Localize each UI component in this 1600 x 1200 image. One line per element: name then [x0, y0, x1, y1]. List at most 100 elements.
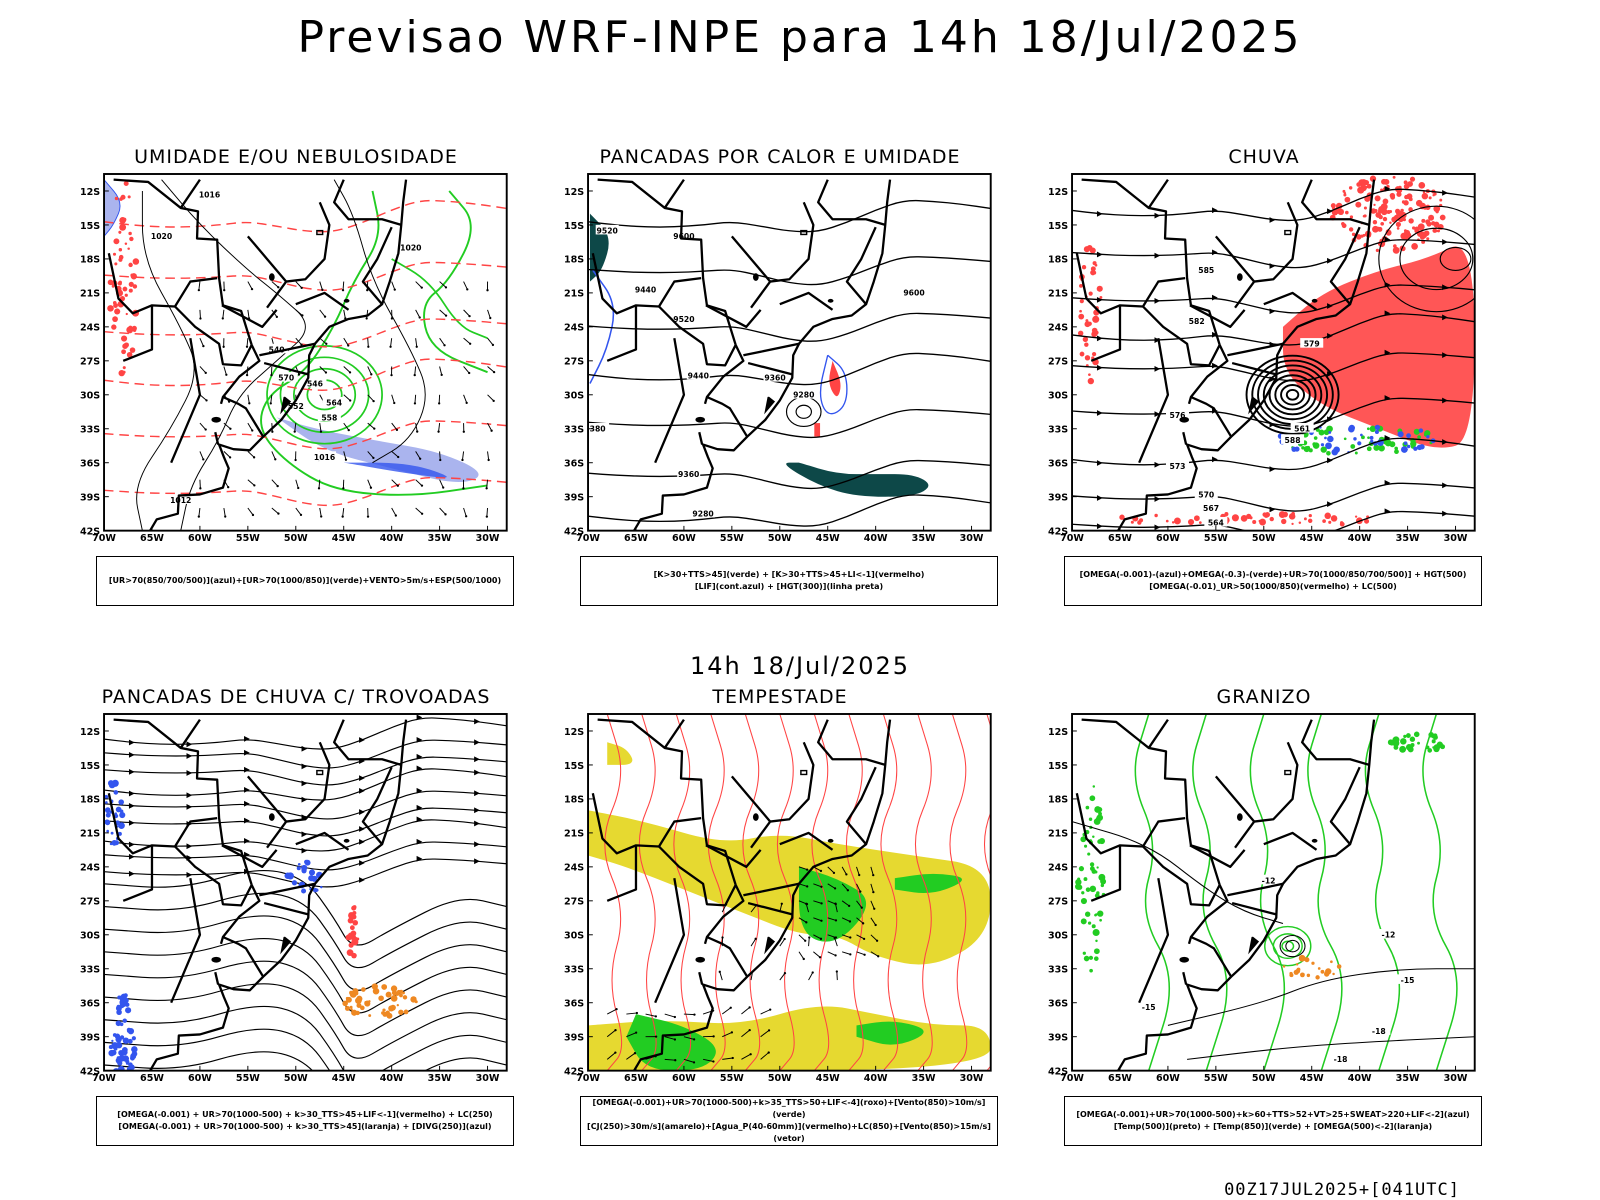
lat-tick-label: 30S	[1048, 391, 1068, 402]
lon-tick-label: 30W	[476, 533, 500, 544]
lon-tick-label: 45W	[1300, 1073, 1324, 1084]
lat-tick-label: 15S	[80, 761, 100, 772]
contour-label: 540	[269, 345, 285, 354]
panel-title: PANCADAS POR CALOR E UMIDADE	[599, 146, 961, 168]
lat-tick-label: 36S	[564, 459, 584, 470]
lon-tick-label: 60W	[188, 1073, 212, 1084]
lat-tick-label: 42S	[80, 526, 100, 537]
lon-tick-label: 40W	[1348, 1073, 1372, 1084]
map-panel-tempestade: TEMPESTADE 12S 15S 18S 21S 24S 27S 30S 33S 36S 39S…	[550, 686, 1010, 1166]
lat-tick-label: 18S	[564, 255, 584, 266]
legend-line: [OMEGA(-0.001)+UR>70(1000-500)+k>60+TTS>…	[1076, 1110, 1470, 1119]
lat-tick-label: 30S	[80, 931, 100, 942]
lon-tick-label: 60W	[1156, 533, 1180, 544]
lon-tick-label: 65W	[624, 1073, 648, 1084]
contour-label: 1020	[400, 243, 421, 252]
legend-line: [OMEGA(-0.001) + UR>70(1000-500) + k>30_…	[117, 1110, 493, 1119]
lat-tick-label: 27S	[564, 357, 584, 368]
lon-tick-label: 50W	[284, 1073, 308, 1084]
lon-tick-label: 65W	[140, 1073, 164, 1084]
contour-label: 570	[1198, 490, 1214, 499]
contour-label: 1020	[151, 232, 172, 241]
lat-tick-label: 36S	[80, 459, 100, 470]
map-pancadas-calor: 9520 9600 9440 9520 9600 9440 9360 9280 9360 9280…	[564, 173, 992, 544]
lat-tick-label: 42S	[564, 1066, 584, 1077]
lat-tick-label: 18S	[80, 255, 100, 266]
map-chuva: 585 582 579 576 573 570 567 564 561 588 12S 15S 18S 2…	[1048, 173, 1476, 544]
lat-tick-label: 15S	[80, 221, 100, 232]
legend-line: [OMEGA(-0.001)+UR>70(1000-500)+k>35_TTS>…	[592, 1098, 986, 1119]
lon-tick-label: 50W	[284, 533, 308, 544]
map-panel-chuva: CHUVA 585 582 579 576 573 570 567 564 561 588 12S 15…	[1034, 146, 1494, 626]
lon-tick-label: 70W	[92, 1073, 116, 1084]
lon-tick-label: 50W	[1252, 1073, 1276, 1084]
lon-tick-label: 55W	[1204, 1073, 1228, 1084]
contour-label: 576	[1170, 411, 1186, 420]
panel-legend-box: [OMEGA(-0.001)-(azul)+OMEGA(-0.3)-(verde…	[1064, 556, 1482, 606]
legend-line: [UR>70(850/700/500)](azul)+[UR>70(1000/8…	[108, 576, 502, 585]
lon-tick-label: 30W	[476, 1073, 500, 1084]
map-panel-umidade: UMIDADE E/OU NEBULOSIDADE 1016 1020 1016 101…	[66, 146, 526, 626]
contour-label: -15	[1142, 1003, 1156, 1012]
lat-tick-label: 39S	[1048, 1033, 1068, 1044]
lon-tick-label: 35W	[1396, 1073, 1420, 1084]
panel-legend-box: [OMEGA(-0.001)+UR>70(1000-500)+k>60+TTS>…	[1064, 1096, 1482, 1146]
contour-label: 567	[1203, 504, 1219, 513]
lat-tick-label: 12S	[564, 727, 584, 738]
map-granizo: -12 -12 -15 -15 -18 -18 12S 15S 18S 21S 24S 27S 30S 3…	[1048, 713, 1476, 1084]
contour-label: -18	[1372, 1027, 1386, 1036]
contour-label: 380	[590, 425, 606, 434]
map-panel-pancadas-calor: PANCADAS POR CALOR E UMIDADE 9520 9600 9440…	[550, 146, 1010, 626]
lat-tick-label: 30S	[564, 391, 584, 402]
lon-tick-label: 35W	[428, 1073, 452, 1084]
contour-label: 9360	[764, 374, 785, 383]
lon-tick-label: 40W	[864, 533, 888, 544]
lon-tick-label: 55W	[236, 533, 260, 544]
map-frame	[1071, 713, 1476, 1072]
lat-tick-label: 15S	[564, 761, 584, 772]
panel-legend-box: [OMEGA(-0.001) + UR>70(1000-500) + k>30_…	[96, 1096, 514, 1146]
lon-tick-label: 30W	[1444, 533, 1468, 544]
lon-tick-label: 65W	[140, 533, 164, 544]
contour-label: 9600	[903, 289, 924, 298]
legend-line: [OMEGA(-0.001) + UR>70(1000-500) + k>30_…	[118, 1122, 492, 1131]
lon-tick-label: 45W	[332, 533, 356, 544]
run-timestamp: 00Z17JUL2025+[041UTC]	[1224, 1180, 1460, 1200]
legend-line: [CJ(250)>30m/s](amarelo)+[Agua_P(40-60mm…	[587, 1122, 991, 1143]
lon-tick-label: 40W	[864, 1073, 888, 1084]
lon-tick-label: 35W	[428, 533, 452, 544]
map-panel-trovoadas: PANCADAS DE CHUVA C/ TROVOADAS 12S 15S 18S 2…	[66, 686, 526, 1166]
contour-label: 564	[1208, 519, 1224, 528]
contour-label: 552	[288, 402, 304, 411]
lat-tick-label: 42S	[564, 526, 584, 537]
map-frame	[587, 713, 992, 1072]
lat-tick-label: 24S	[1048, 863, 1068, 874]
lat-tick-label: 12S	[1048, 727, 1068, 738]
lat-tick-label: 15S	[564, 221, 584, 232]
contour-label: 1016	[199, 190, 220, 199]
lon-tick-label: 30W	[1444, 1073, 1468, 1084]
contour-label: 9440	[688, 371, 709, 380]
lon-tick-label: 70W	[1060, 533, 1084, 544]
lat-tick-label: 21S	[564, 289, 584, 300]
lat-tick-label: 12S	[80, 187, 100, 198]
lat-tick-label: 39S	[80, 1033, 100, 1044]
map-frame	[103, 713, 508, 1072]
lat-tick-label: 36S	[1048, 999, 1068, 1010]
lon-tick-label: 50W	[768, 1073, 792, 1084]
lat-tick-label: 15S	[1048, 761, 1068, 772]
lat-tick-label: 21S	[1048, 289, 1068, 300]
map-frame	[103, 173, 508, 532]
contour-label: 573	[1170, 462, 1186, 471]
contour-label: 1016	[314, 453, 335, 462]
lat-tick-label: 12S	[564, 187, 584, 198]
lon-tick-label: 65W	[624, 533, 648, 544]
lat-tick-label: 33S	[1048, 965, 1068, 976]
lat-tick-label: 12S	[80, 727, 100, 738]
legend-line: [LIF](cont.azul) + [HGT(300)](linha pret…	[694, 582, 884, 591]
lon-tick-label: 70W	[92, 533, 116, 544]
lon-tick-label: 55W	[720, 533, 744, 544]
lon-tick-label: 70W	[576, 533, 600, 544]
lon-tick-label: 50W	[768, 533, 792, 544]
